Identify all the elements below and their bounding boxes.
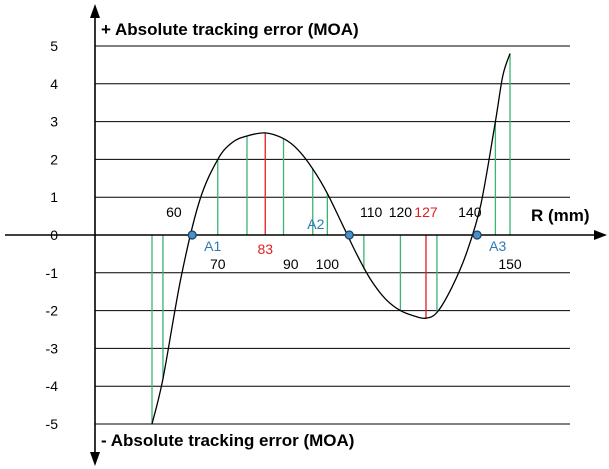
- y-tick-label: 5: [50, 38, 58, 54]
- x-axis-arrow: [594, 230, 607, 240]
- x-value-label: 100: [316, 256, 340, 272]
- zero-crossing-label: A1: [204, 238, 221, 254]
- y-tick-label: 1: [50, 189, 58, 205]
- y-axis-arrow-up: [90, 4, 100, 18]
- x-value-label: 83: [257, 241, 273, 257]
- y-tick-labels: 5 4 3 2 1 0 -1 -2 -3 -4 -5: [46, 38, 59, 432]
- y-tick-label: -5: [46, 416, 59, 432]
- axes: [5, 4, 607, 466]
- zero-crossing-label: A3: [489, 238, 506, 254]
- x-value-label: 110: [360, 204, 383, 220]
- x-value-label: 120: [389, 204, 413, 220]
- x-axis-title: R (mm): [531, 206, 590, 225]
- x-value-label: 90: [283, 256, 299, 272]
- y-tick-label: -3: [46, 340, 59, 356]
- y-tick-label: -2: [46, 303, 59, 319]
- x-value-label: 70: [210, 256, 226, 272]
- y-title-top: + Absolute tracking error (MOA): [101, 20, 359, 39]
- y-tick-label: 2: [50, 151, 58, 167]
- vertical-markers: [151, 53, 511, 424]
- x-value-label: 140: [458, 204, 482, 220]
- x-value-labels: 60 70 83 90 100 110 120 127 140 150: [166, 204, 522, 272]
- x-value-label: 127: [414, 204, 438, 220]
- y-title-bottom: - Absolute tracking error (MOA): [101, 431, 354, 450]
- y-axis-arrow-down: [90, 452, 100, 466]
- zero-crossings: A1 A2 A3: [187, 216, 506, 254]
- zero-crossing-marker: [344, 230, 354, 240]
- y-tick-label: -4: [46, 378, 59, 394]
- zero-crossing-marker: [187, 230, 197, 240]
- zero-crossing-marker: [472, 230, 482, 240]
- y-tick-label: 0: [50, 227, 58, 243]
- x-value-label: 60: [166, 204, 182, 220]
- grid-lines: [95, 45, 570, 425]
- x-value-label: 150: [498, 256, 522, 272]
- y-tick-label: 4: [50, 76, 58, 92]
- y-tick-label: -1: [46, 265, 59, 281]
- zero-crossing-label: A2: [307, 216, 324, 232]
- y-tick-label: 3: [50, 114, 58, 130]
